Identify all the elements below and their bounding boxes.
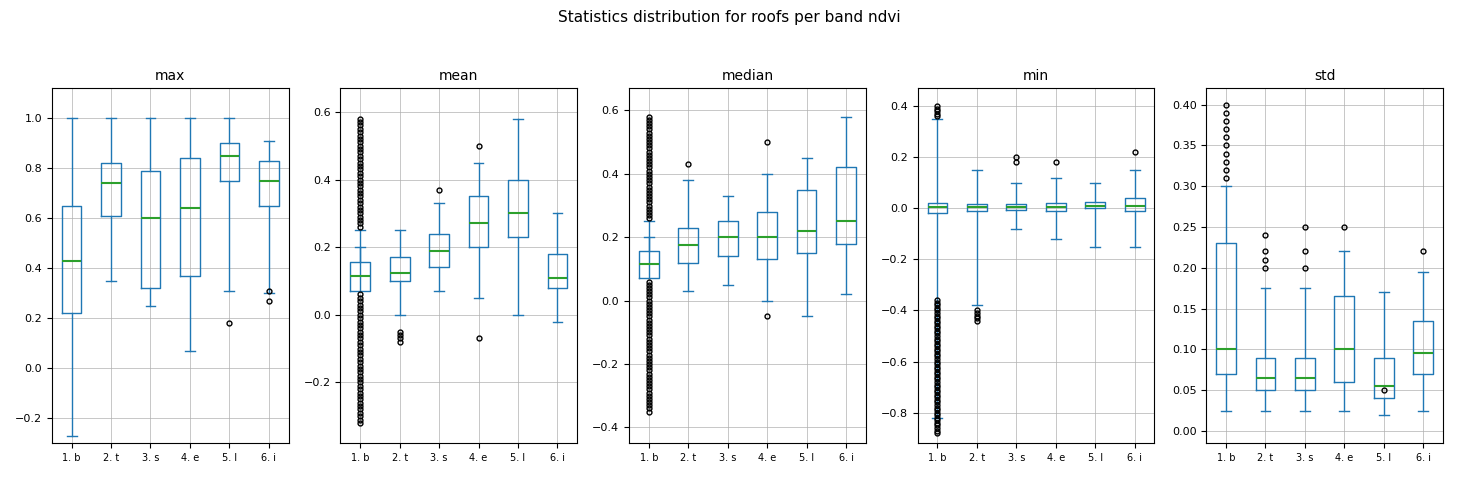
Title: std: std xyxy=(1314,69,1336,83)
Title: median: median xyxy=(722,69,774,83)
Title: max: max xyxy=(155,69,185,83)
Title: min: min xyxy=(1024,69,1050,83)
Title: mean: mean xyxy=(439,69,478,83)
Text: Statistics distribution for roofs per band ndvi: Statistics distribution for roofs per ba… xyxy=(558,10,900,24)
